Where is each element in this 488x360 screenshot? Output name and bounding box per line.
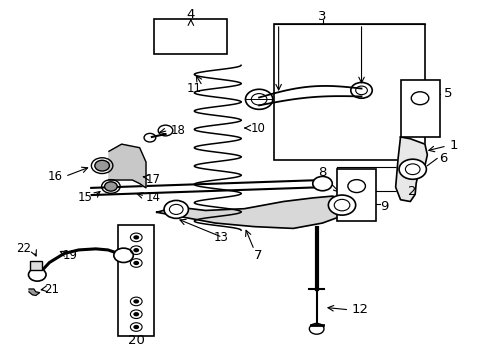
Text: 17: 17	[146, 173, 161, 186]
Circle shape	[133, 261, 139, 265]
Bar	[336, 169, 375, 221]
Bar	[400, 80, 439, 137]
Text: 8: 8	[317, 166, 326, 179]
Text: 11: 11	[186, 82, 201, 95]
Circle shape	[133, 312, 139, 316]
Bar	[154, 19, 227, 54]
Circle shape	[95, 160, 109, 171]
Text: 2: 2	[407, 185, 416, 198]
Circle shape	[328, 195, 355, 215]
Circle shape	[398, 159, 426, 179]
Text: 5: 5	[444, 87, 452, 100]
Polygon shape	[29, 289, 40, 296]
Polygon shape	[395, 137, 427, 202]
Text: 21: 21	[44, 283, 60, 296]
Circle shape	[114, 248, 133, 262]
Text: 14: 14	[146, 192, 161, 204]
Text: 1: 1	[448, 139, 457, 152]
Text: 9: 9	[379, 201, 387, 213]
Bar	[273, 24, 424, 160]
Polygon shape	[109, 144, 146, 188]
Circle shape	[163, 201, 188, 219]
Text: 4: 4	[186, 8, 195, 21]
Circle shape	[312, 176, 331, 191]
Text: 12: 12	[351, 303, 368, 316]
Text: 6: 6	[439, 152, 447, 165]
Text: 20: 20	[127, 334, 144, 347]
Text: 13: 13	[214, 231, 228, 244]
Text: 7: 7	[254, 249, 262, 262]
Text: 10: 10	[250, 122, 264, 135]
Circle shape	[133, 248, 139, 252]
Circle shape	[133, 325, 139, 329]
Text: 22: 22	[16, 242, 31, 255]
Text: 16: 16	[48, 170, 63, 183]
Text: 19: 19	[63, 249, 78, 262]
Circle shape	[28, 268, 46, 281]
Circle shape	[104, 182, 117, 191]
Circle shape	[133, 299, 139, 303]
Bar	[30, 261, 42, 270]
Polygon shape	[157, 196, 351, 228]
Text: 18: 18	[170, 124, 185, 137]
Circle shape	[133, 235, 139, 239]
Bar	[118, 225, 154, 336]
Text: 3: 3	[318, 10, 326, 23]
Text: 15: 15	[77, 191, 92, 204]
